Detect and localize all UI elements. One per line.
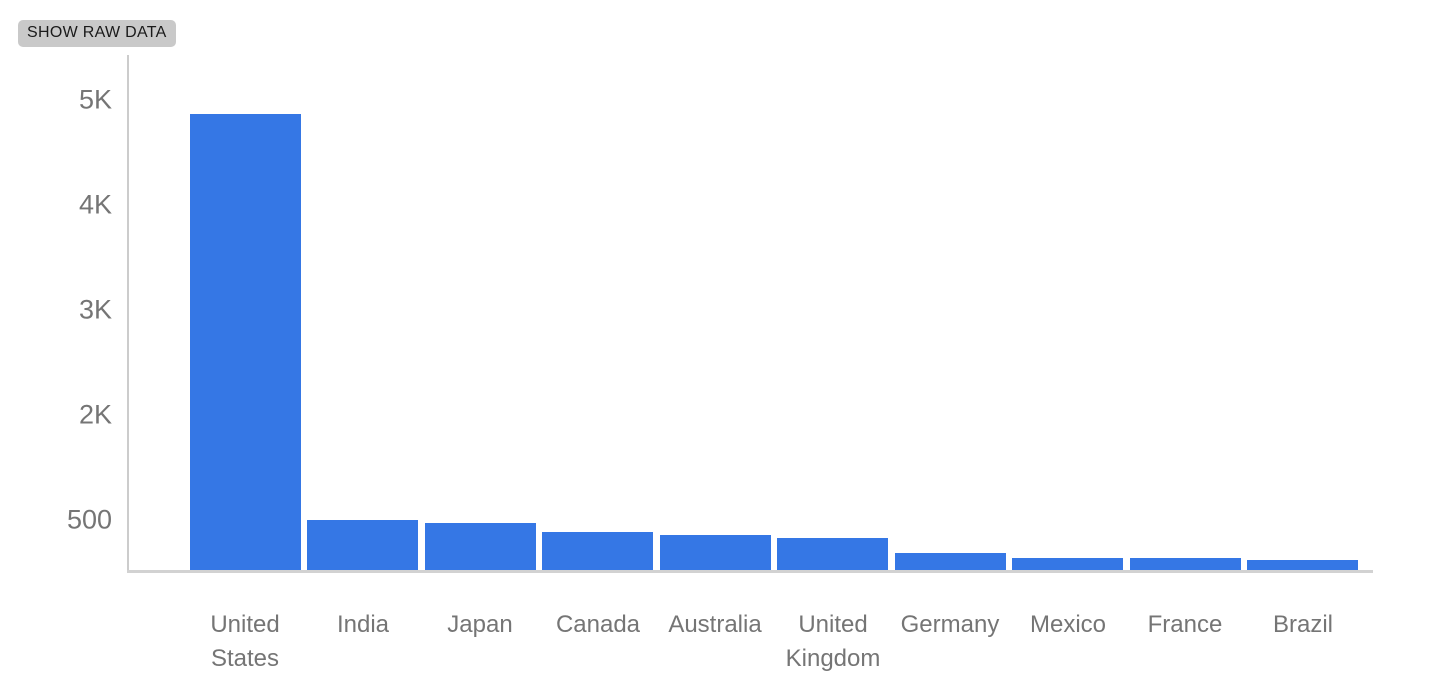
x-axis-category-label: India	[336, 611, 390, 638]
x-axis-category-label: Canada	[555, 611, 641, 638]
bar-india[interactable]	[307, 520, 418, 570]
y-axis-tick-label: 4K	[78, 189, 112, 220]
bar-canada[interactable]	[542, 532, 653, 570]
x-axis-category-label: Australia	[668, 611, 762, 638]
y-axis-tick-label: 2K	[78, 399, 112, 430]
x-axis-line	[127, 570, 1373, 573]
bar-united-kingdom[interactable]	[777, 538, 888, 570]
show-raw-data-button[interactable]: SHOW RAW DATA	[18, 20, 176, 47]
bar-france[interactable]	[1130, 558, 1241, 570]
bar-mexico[interactable]	[1012, 558, 1123, 570]
bar-united-states[interactable]	[190, 114, 301, 570]
y-axis-tick-label: 500	[66, 504, 112, 535]
x-axis-category-label: United States	[210, 611, 280, 672]
chart-toolbar: SHOW RAW DATA	[18, 20, 176, 47]
bar-japan[interactable]	[425, 523, 536, 570]
bar-australia[interactable]	[660, 535, 771, 570]
y-axis-tick-label: 5K	[78, 84, 112, 115]
x-axis-category-label: Mexico	[1029, 611, 1107, 638]
x-axis-category-label: Brazil	[1272, 611, 1333, 638]
x-axis-category-label: France	[1147, 611, 1223, 638]
bar-germany[interactable]	[895, 553, 1006, 570]
x-axis-category-label: Japan	[447, 611, 513, 638]
x-axis-category-label: United Kingdom	[785, 611, 881, 672]
y-axis-tick-label: 3K	[78, 294, 112, 325]
y-axis-line	[127, 55, 129, 572]
x-axis-category-label: Germany	[900, 611, 1000, 638]
bar-brazil[interactable]	[1247, 560, 1358, 570]
